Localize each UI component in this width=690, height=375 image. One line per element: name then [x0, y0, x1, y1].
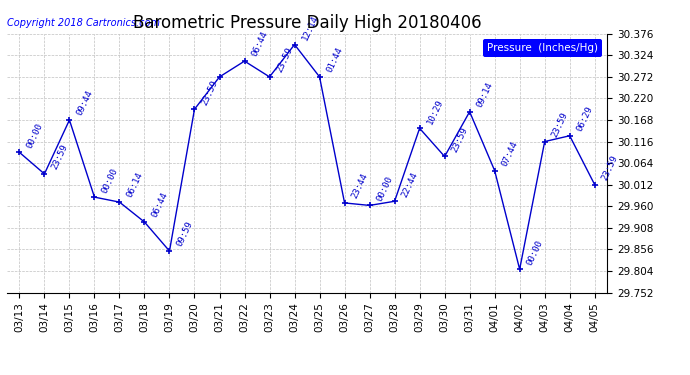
- Text: 00:00: 00:00: [100, 166, 119, 194]
- Text: 09:44: 09:44: [75, 89, 95, 117]
- Text: 01:44: 01:44: [325, 46, 344, 74]
- Text: 23:59: 23:59: [50, 143, 70, 171]
- Text: 00:00: 00:00: [25, 122, 44, 150]
- Text: 09:59: 09:59: [175, 220, 195, 248]
- Text: 07:44: 07:44: [500, 140, 520, 168]
- Text: 23:59: 23:59: [550, 111, 570, 139]
- Legend: Pressure  (Inches/Hg): Pressure (Inches/Hg): [483, 39, 602, 57]
- Text: 00:00: 00:00: [375, 174, 395, 202]
- Text: 06:44: 06:44: [150, 191, 170, 219]
- Text: 22:44: 22:44: [400, 170, 420, 198]
- Text: 23:59: 23:59: [200, 78, 219, 106]
- Text: 23:59: 23:59: [600, 154, 620, 182]
- Text: Copyright 2018 Cartronics.com: Copyright 2018 Cartronics.com: [7, 18, 160, 28]
- Title: Barometric Pressure Daily High 20180406: Barometric Pressure Daily High 20180406: [132, 14, 482, 32]
- Text: 23:59: 23:59: [450, 126, 470, 154]
- Text: 23:44: 23:44: [350, 172, 370, 200]
- Text: 06:44: 06:44: [250, 30, 270, 58]
- Text: 09:14: 09:14: [475, 81, 495, 109]
- Text: 06:14: 06:14: [125, 171, 144, 200]
- Text: 00:00: 00:00: [525, 238, 544, 267]
- Text: 10:29: 10:29: [425, 98, 444, 126]
- Text: 12:14: 12:14: [300, 13, 319, 42]
- Text: 23:59: 23:59: [275, 46, 295, 74]
- Text: 06:29: 06:29: [575, 105, 595, 133]
